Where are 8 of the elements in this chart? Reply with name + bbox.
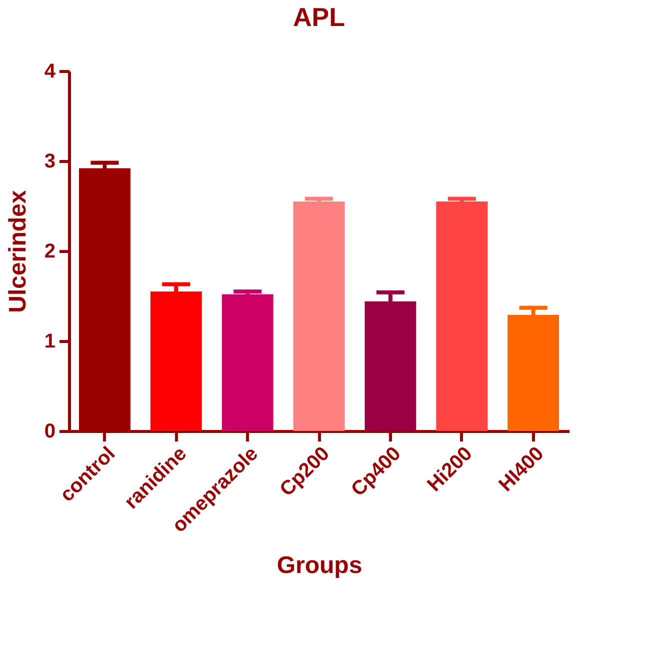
y-tick-label: 4 — [44, 60, 56, 82]
y-tick-label: 3 — [44, 150, 56, 172]
y-tick-label: 1 — [44, 330, 56, 352]
x-axis-title: Groups — [276, 552, 362, 580]
y-tick-label: 2 — [44, 240, 56, 262]
y-tick-label: 0 — [44, 420, 56, 442]
chart-title: APL — [293, 2, 346, 32]
y-axis-title: Ulcerindex — [4, 189, 32, 313]
